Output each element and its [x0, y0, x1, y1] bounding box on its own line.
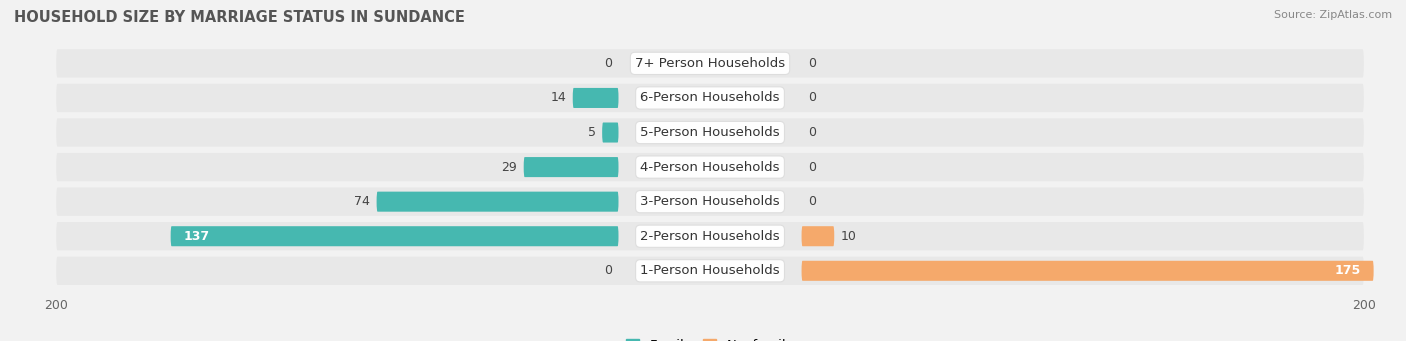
- Legend: Family, Nonfamily: Family, Nonfamily: [620, 334, 800, 341]
- FancyBboxPatch shape: [56, 222, 1364, 250]
- Text: Source: ZipAtlas.com: Source: ZipAtlas.com: [1274, 10, 1392, 20]
- Text: 0: 0: [808, 126, 815, 139]
- FancyBboxPatch shape: [56, 118, 1364, 147]
- Text: 14: 14: [550, 91, 567, 104]
- Text: 10: 10: [841, 230, 856, 243]
- Text: 3-Person Households: 3-Person Households: [640, 195, 780, 208]
- Text: 0: 0: [808, 195, 815, 208]
- FancyBboxPatch shape: [56, 257, 1364, 285]
- Text: HOUSEHOLD SIZE BY MARRIAGE STATUS IN SUNDANCE: HOUSEHOLD SIZE BY MARRIAGE STATUS IN SUN…: [14, 10, 465, 25]
- Text: 1-Person Households: 1-Person Households: [640, 264, 780, 277]
- Text: 175: 175: [1334, 264, 1361, 277]
- FancyBboxPatch shape: [56, 84, 1364, 112]
- FancyBboxPatch shape: [56, 153, 1364, 181]
- Text: 7+ Person Households: 7+ Person Households: [636, 57, 785, 70]
- Text: 0: 0: [808, 161, 815, 174]
- FancyBboxPatch shape: [523, 157, 619, 177]
- Text: 74: 74: [354, 195, 370, 208]
- Text: 4-Person Households: 4-Person Households: [640, 161, 780, 174]
- Text: 29: 29: [502, 161, 517, 174]
- FancyBboxPatch shape: [602, 122, 619, 143]
- Text: 0: 0: [808, 91, 815, 104]
- Text: 5: 5: [588, 126, 596, 139]
- FancyBboxPatch shape: [801, 261, 1374, 281]
- FancyBboxPatch shape: [801, 226, 834, 246]
- Text: 0: 0: [808, 57, 815, 70]
- Text: 137: 137: [184, 230, 209, 243]
- Text: 2-Person Households: 2-Person Households: [640, 230, 780, 243]
- Text: 0: 0: [605, 57, 612, 70]
- FancyBboxPatch shape: [56, 49, 1364, 77]
- FancyBboxPatch shape: [56, 188, 1364, 216]
- Text: 5-Person Households: 5-Person Households: [640, 126, 780, 139]
- Text: 0: 0: [605, 264, 612, 277]
- FancyBboxPatch shape: [572, 88, 619, 108]
- FancyBboxPatch shape: [170, 226, 619, 246]
- Text: 6-Person Households: 6-Person Households: [640, 91, 780, 104]
- FancyBboxPatch shape: [377, 192, 619, 212]
